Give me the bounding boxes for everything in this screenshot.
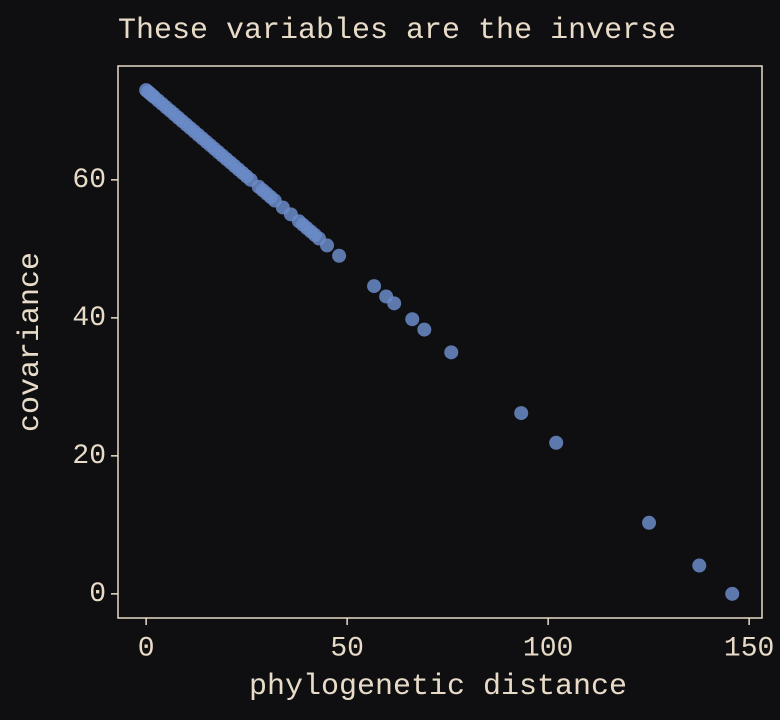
x-tick-label: 100 — [523, 633, 573, 664]
y-tick-label: 20 — [72, 441, 106, 472]
scatter-point — [444, 345, 459, 360]
scatter-point — [405, 312, 420, 327]
scatter-point — [387, 296, 402, 311]
x-tick-label: 50 — [330, 633, 364, 664]
scatter-point — [692, 558, 707, 573]
scatter-point — [725, 586, 740, 601]
x-axis-label: phylogenetic distance — [249, 670, 627, 704]
scatter-point — [320, 238, 335, 253]
plot-frame — [117, 65, 763, 619]
y-tick-label: 60 — [72, 165, 106, 196]
chart-title: These variables are the inverse — [118, 14, 676, 48]
scatter-point — [549, 435, 564, 450]
scatter-point — [417, 322, 432, 337]
x-tick-label: 0 — [138, 633, 155, 664]
scatter-point — [332, 248, 347, 263]
y-tick-label: 40 — [72, 303, 106, 334]
scatter-point — [367, 279, 382, 294]
scatter-point — [514, 406, 529, 421]
y-axis-label: covariance — [14, 252, 48, 432]
x-tick-label: 150 — [724, 633, 774, 664]
y-tick-label: 0 — [89, 579, 106, 610]
scatter-point — [642, 515, 657, 530]
